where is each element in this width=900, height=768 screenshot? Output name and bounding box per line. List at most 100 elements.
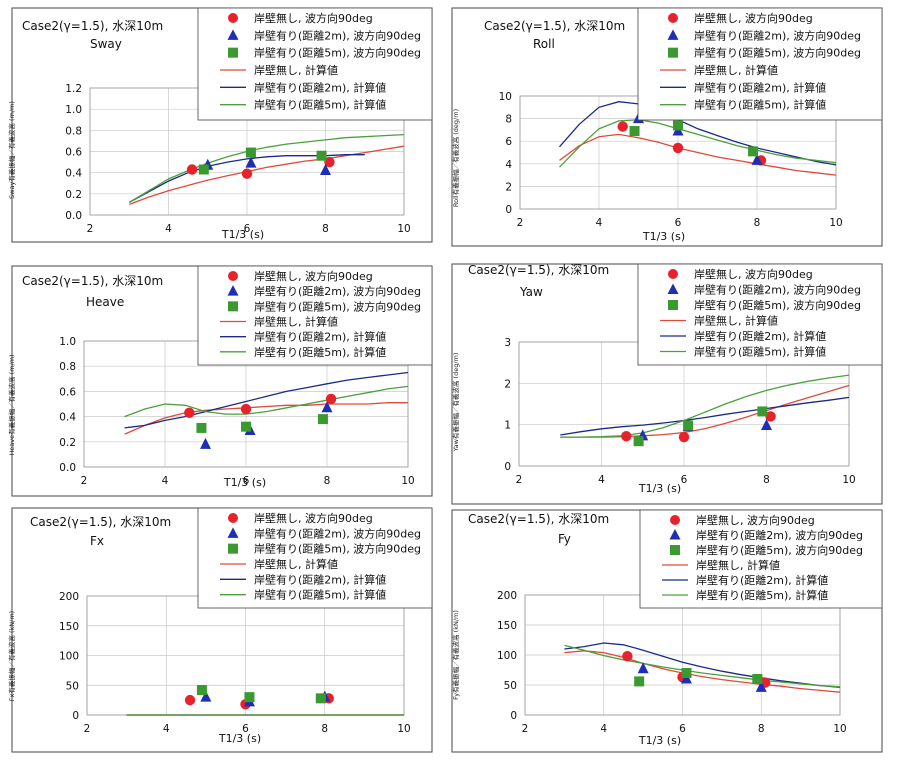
legend-label: 岸壁有り(距離5m), 波方向90deg	[694, 46, 861, 60]
y-tick-label: 0.0	[59, 462, 76, 474]
legend-box	[197, 507, 433, 609]
y-tick-label: 2	[505, 181, 512, 193]
chart-subtitle: Fx	[90, 534, 104, 548]
legend-label: 岸壁有り(距離2m), 計算値	[254, 80, 386, 94]
data-point-circle	[240, 403, 252, 415]
legend-square-marker	[668, 47, 678, 58]
x-tick-label: 2	[84, 723, 91, 735]
y-tick-label: 200	[59, 591, 79, 603]
legend-label: 岸壁有り(距離2m), 波方向90deg	[254, 284, 421, 298]
y-tick-label: 0	[510, 710, 517, 722]
legend-label: 岸壁無し, 計算値	[254, 315, 338, 329]
x-axis-label: T1/3 (s)	[642, 230, 685, 243]
data-point-triangle	[761, 418, 772, 430]
y-tick-label: 0	[504, 461, 511, 473]
data-point-square	[633, 436, 644, 447]
data-point-circle	[617, 121, 628, 132]
chart-subtitle: Sway	[90, 37, 122, 51]
chart-panel-fy: 0 50 100 150 200 2 4 6 8 10 Case2(γ=1.5), 水深10m Fy T…	[451, 509, 883, 753]
series-line-2	[559, 101, 837, 166]
chart-subtitle: Roll	[533, 37, 555, 51]
y-tick-label: 50	[504, 680, 517, 692]
data-point-triangle	[637, 662, 649, 674]
chart-panel-fx: 0 50 100 150 200 2 4 6 8 10 Case2(γ=1.5), 水深10m Fx T…	[7, 507, 433, 753]
x-tick-label: 4	[598, 474, 605, 486]
y-tick-label: 4	[505, 159, 512, 171]
legend-triangle-marker	[669, 529, 681, 540]
x-tick-label: 8	[758, 723, 765, 735]
legend-triangle-marker	[227, 527, 239, 538]
legend-circle-marker	[228, 13, 238, 23]
x-tick-label: 4	[596, 217, 603, 229]
y-tick-label: 3	[504, 337, 511, 349]
chart-panel-yaw: 0 1 2 3 2 4 6 8 10 Case2(γ=1.5), 水深10m Yaw T1/3 (s)…	[451, 263, 883, 505]
x-axis-label: T1/3 (s)	[221, 228, 264, 241]
series-line-3	[128, 133, 405, 203]
legend-circle-marker	[228, 271, 238, 281]
legend-label: 岸壁無し, 波方向90deg	[696, 513, 815, 527]
y-tick-label: 0.6	[65, 147, 82, 159]
data-point-triangle	[320, 164, 331, 176]
legend-triangle-marker	[667, 283, 679, 294]
data-point-square	[196, 422, 207, 433]
series-line-2	[560, 396, 850, 436]
legend-label: 岸壁有り(距離5m), 計算値	[254, 345, 386, 359]
x-tick-label: 4	[165, 223, 172, 235]
legend-label: 岸壁有り(距離2m), 計算値	[254, 330, 386, 344]
data-point-square	[241, 421, 251, 432]
legend-label: 岸壁有り(距離5m), 計算値	[254, 588, 386, 602]
data-point-square	[683, 420, 694, 431]
y-tick-label: 1	[504, 420, 511, 432]
x-tick-label: 4	[162, 475, 169, 487]
series-line-3	[560, 374, 850, 438]
x-axis-label: T1/3 (s)	[218, 732, 261, 745]
y-tick-label: 0.2	[65, 189, 82, 201]
chart-title: Case2(γ=1.5), 水深10m	[22, 19, 163, 33]
x-tick-label: 10	[833, 723, 846, 735]
chart-subtitle: Heave	[86, 295, 124, 309]
legend-box	[637, 7, 883, 121]
data-point-triangle	[751, 153, 763, 165]
chart-subtitle: Fy	[558, 532, 571, 546]
data-point-triangle	[321, 401, 333, 413]
data-point-triangle	[245, 156, 257, 168]
legend-circle-marker	[668, 13, 678, 23]
y-tick-label: 8	[505, 114, 512, 126]
legend-label: 岸壁有り(距離2m), 波方向90deg	[696, 528, 863, 542]
x-tick-label: 4	[163, 723, 170, 735]
x-tick-label: 2	[517, 217, 524, 229]
x-tick-label: 8	[321, 723, 328, 735]
x-tick-label: 2	[522, 723, 529, 735]
legend-label: 岸壁有り(距離2m), 波方向90deg	[694, 28, 861, 42]
data-point-square	[748, 146, 759, 157]
y-tick-label: 1.0	[59, 336, 76, 348]
legend-circle-marker	[670, 515, 680, 525]
x-tick-label: 6	[679, 723, 686, 735]
legend-label: 岸壁無し, 計算値	[696, 558, 780, 572]
legend-label: 岸壁有り(距離5m), 波方向90deg	[254, 46, 421, 60]
x-tick-label: 8	[754, 217, 761, 229]
y-tick-label: 0.8	[65, 125, 82, 137]
y-tick-label: 0.2	[59, 437, 76, 449]
data-point-square	[245, 147, 256, 158]
data-point-triangle	[200, 437, 211, 449]
data-point-triangle	[755, 680, 767, 692]
legend-box	[197, 265, 433, 366]
chart-title: Case2(γ=1.5), 水深10m	[484, 19, 625, 33]
legend-label: 岸壁有り(距離5m), 計算値	[696, 588, 828, 602]
y-tick-label: 150	[59, 621, 79, 633]
legend-label: 岸壁有り(距離5m), 計算値	[254, 98, 386, 112]
legend-square-marker	[228, 543, 238, 554]
x-tick-label: 6	[681, 474, 688, 486]
y-tick-label: 200	[497, 590, 517, 602]
data-point-square	[196, 685, 207, 696]
legend-label: 岸壁有り(距離2m), 計算値	[254, 572, 386, 586]
chart-panel-heave: 0.0 0.2 0.4 0.6 0.8 1.0 2 4 6 8 10 Case2(γ=1.5), 水深…	[7, 265, 433, 497]
y-tick-label: 0	[72, 710, 79, 722]
legend-label: 岸壁有り(距離5m), 波方向90deg	[254, 542, 421, 556]
data-point-square	[198, 164, 209, 175]
data-point-square	[317, 414, 328, 425]
data-point-circle	[324, 156, 335, 168]
x-tick-label: 10	[842, 474, 855, 486]
legend-label: 岸壁無し, 計算値	[254, 557, 338, 571]
